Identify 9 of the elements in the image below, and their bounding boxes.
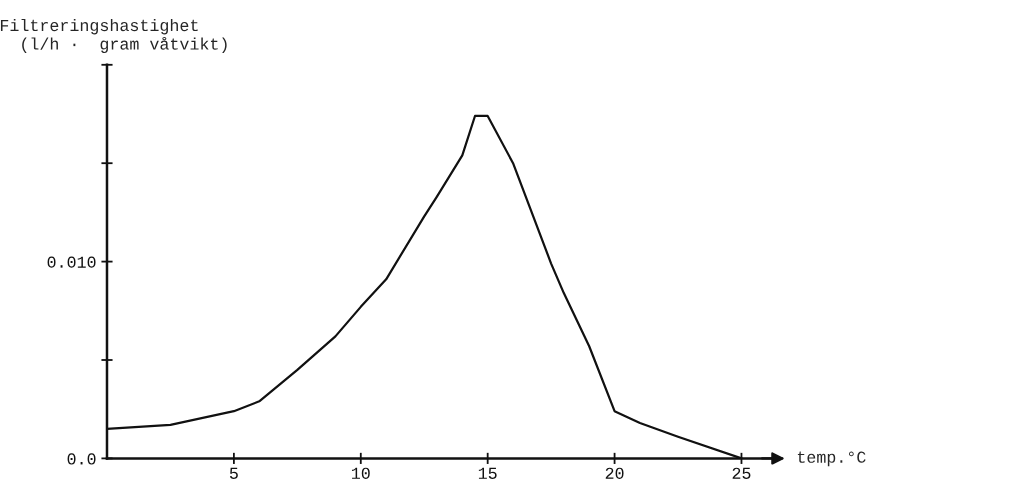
- x-tick-label: 25: [732, 467, 751, 479]
- x-tick-label: 15: [478, 467, 497, 479]
- x-tick-label: 10: [351, 467, 370, 479]
- x-axis-title: temp.°C: [797, 451, 866, 467]
- y-tick-label: 0.010: [47, 256, 96, 268]
- x-tick-label: 20: [605, 467, 624, 479]
- x-tick-label: 5: [229, 467, 238, 479]
- y-tick-label: 0.0: [67, 453, 96, 465]
- y-axis-title: Filtreringshastighet (l/h · gram våtvikt): [0, 18, 227, 53]
